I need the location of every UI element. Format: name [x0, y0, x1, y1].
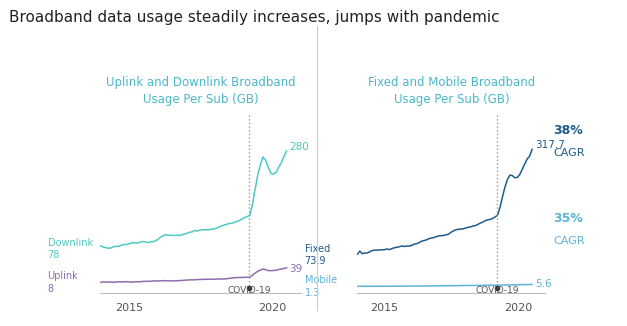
- Text: Downlink
78: Downlink 78: [48, 238, 93, 260]
- Text: 38%: 38%: [553, 124, 582, 137]
- Text: 280: 280: [290, 142, 309, 152]
- Text: Fixed
73.9: Fixed 73.9: [305, 244, 330, 266]
- Text: 317.7: 317.7: [535, 140, 565, 150]
- Text: COVID-19: COVID-19: [228, 286, 271, 295]
- Text: Mobile
1.3: Mobile 1.3: [305, 275, 337, 298]
- Text: CAGR: CAGR: [553, 148, 584, 158]
- Text: 35%: 35%: [553, 212, 583, 225]
- Title: Uplink and Downlink Broadband
Usage Per Sub (GB): Uplink and Downlink Broadband Usage Per …: [106, 76, 295, 106]
- Text: COVID-19: COVID-19: [475, 286, 519, 295]
- Text: Uplink
8: Uplink 8: [48, 271, 78, 294]
- Text: 5.6: 5.6: [535, 279, 551, 289]
- Title: Fixed and Mobile Broadband
Usage Per Sub (GB): Fixed and Mobile Broadband Usage Per Sub…: [368, 76, 535, 106]
- Text: CAGR: CAGR: [553, 236, 584, 246]
- Text: Broadband data usage steadily increases, jumps with pandemic: Broadband data usage steadily increases,…: [9, 10, 500, 25]
- Text: 39: 39: [290, 264, 303, 274]
